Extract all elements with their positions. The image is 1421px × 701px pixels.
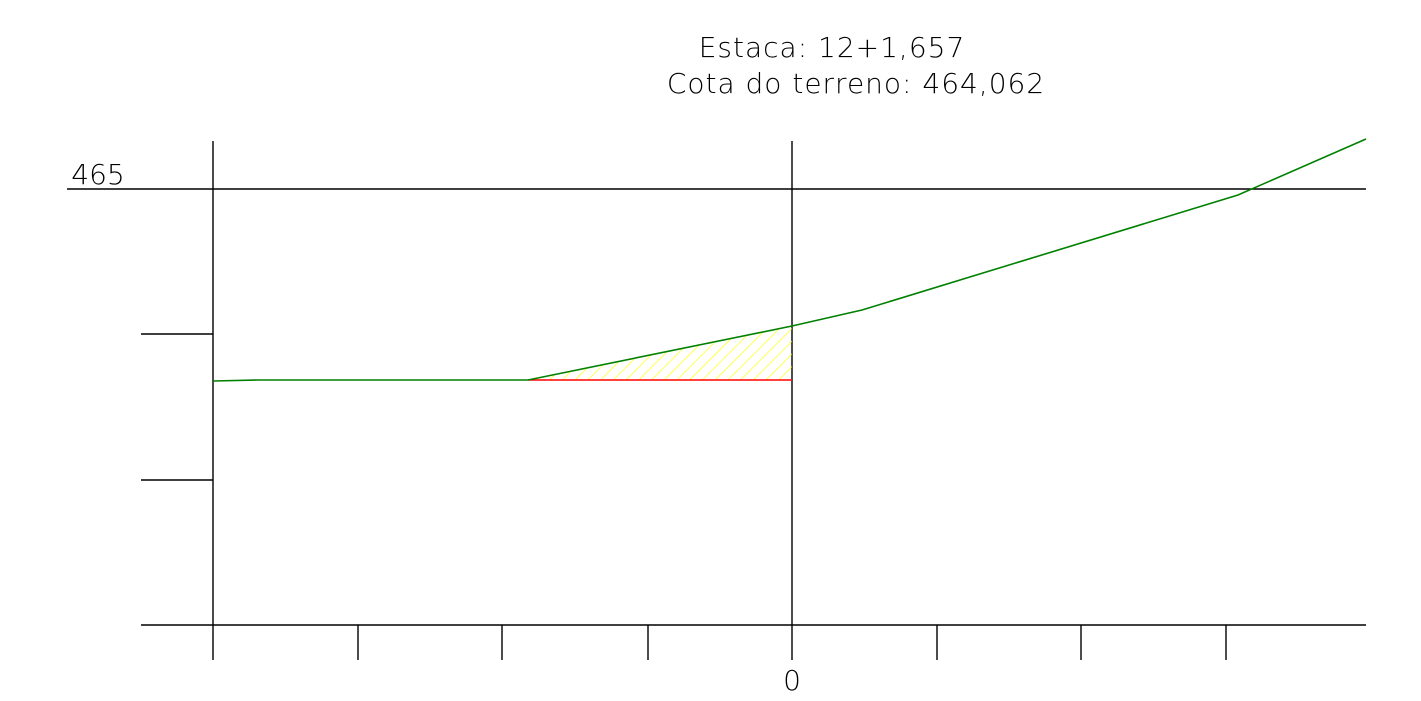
station-label: Estaca: 12+1,657 bbox=[699, 31, 966, 64]
ground-elevation-label: Cota do terreno: 464,062 bbox=[667, 67, 1045, 100]
grid-frame bbox=[128, 141, 1366, 660]
elevation-label-top: 465 bbox=[71, 158, 124, 191]
offset-ticks bbox=[357, 625, 1227, 660]
offset-label-center: 0 bbox=[783, 664, 801, 697]
terrain-profile bbox=[212, 138, 1367, 382]
